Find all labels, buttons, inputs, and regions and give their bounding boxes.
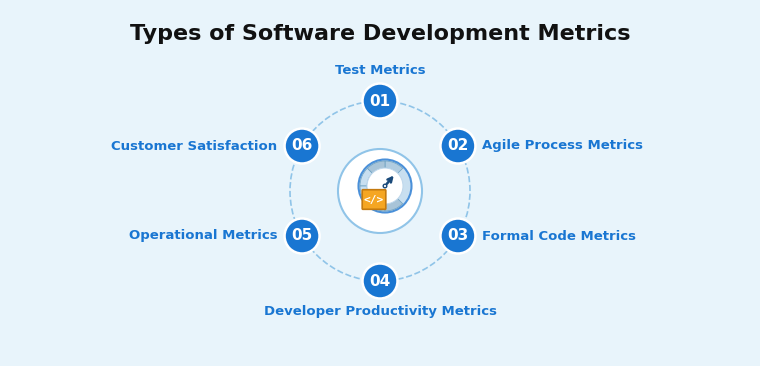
Text: Test Metrics: Test Metrics — [334, 63, 426, 76]
Wedge shape — [385, 161, 403, 173]
FancyBboxPatch shape — [363, 190, 386, 209]
Text: Agile Process Metrics: Agile Process Metrics — [483, 139, 644, 153]
Circle shape — [284, 128, 319, 164]
Circle shape — [363, 83, 397, 119]
Text: </>: </> — [364, 194, 384, 205]
Circle shape — [441, 128, 476, 164]
Wedge shape — [360, 186, 372, 203]
Circle shape — [383, 184, 387, 188]
Circle shape — [338, 149, 422, 233]
Text: 01: 01 — [369, 93, 391, 108]
Wedge shape — [367, 161, 385, 173]
Text: Operational Metrics: Operational Metrics — [129, 229, 277, 243]
Circle shape — [367, 168, 403, 204]
Text: 05: 05 — [291, 228, 312, 243]
Text: 06: 06 — [291, 138, 313, 153]
Circle shape — [359, 160, 411, 213]
Wedge shape — [385, 199, 403, 211]
Text: Types of Software Development Metrics: Types of Software Development Metrics — [130, 24, 630, 44]
Wedge shape — [367, 199, 385, 211]
Text: Customer Satisfaction: Customer Satisfaction — [112, 139, 277, 153]
Text: 04: 04 — [369, 273, 391, 288]
Text: 02: 02 — [447, 138, 469, 153]
Circle shape — [441, 219, 476, 254]
Circle shape — [284, 219, 319, 254]
Text: Developer Productivity Metrics: Developer Productivity Metrics — [264, 306, 496, 318]
Text: Formal Code Metrics: Formal Code Metrics — [483, 229, 636, 243]
Circle shape — [363, 264, 397, 299]
Wedge shape — [360, 168, 372, 186]
Text: 03: 03 — [448, 228, 469, 243]
